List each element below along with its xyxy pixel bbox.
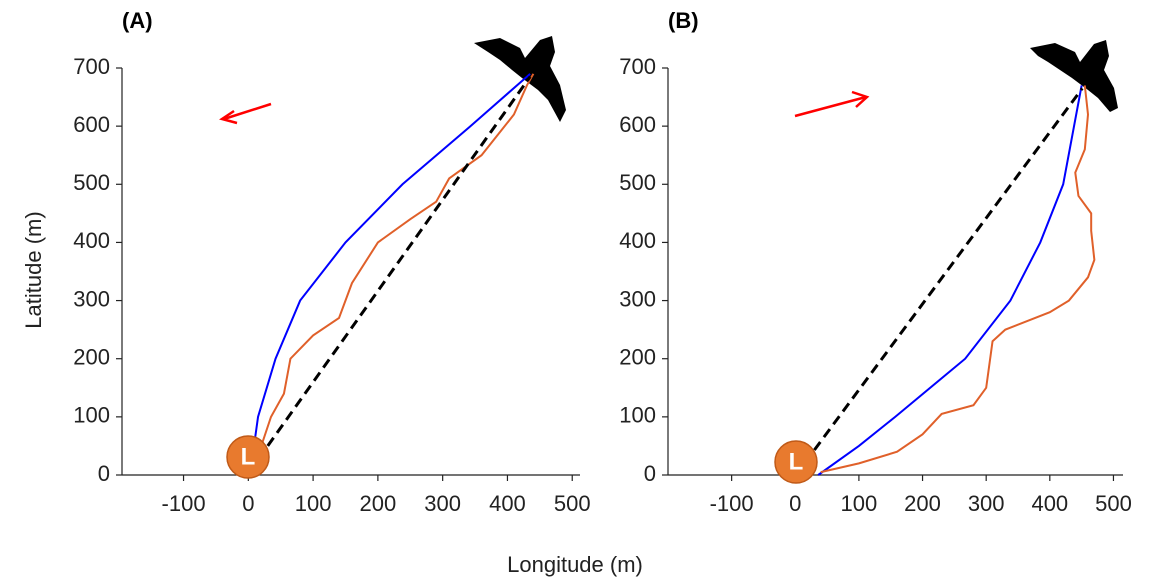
y-tick-label: 400 <box>73 228 110 253</box>
x-tick-label: 300 <box>968 491 1005 516</box>
y-tick-label: 200 <box>619 345 656 370</box>
start-label: L <box>789 448 804 475</box>
wind-arrow <box>794 90 870 118</box>
x-tick-label: 300 <box>424 491 461 516</box>
y-tick-label: 400 <box>619 228 656 253</box>
y-tick-label: 0 <box>644 461 656 486</box>
x-tick-label: 400 <box>1031 491 1068 516</box>
trajectory <box>260 73 535 447</box>
x-tick-label: 0 <box>242 491 254 516</box>
y-tick-label: 700 <box>619 54 656 79</box>
y-tick-label: 600 <box>73 112 110 137</box>
y-tick-label: 500 <box>73 170 110 195</box>
start-marker <box>774 440 818 484</box>
x-tick-label: 400 <box>489 491 526 516</box>
trajectory <box>266 75 532 447</box>
y-tick-label: 100 <box>619 403 656 428</box>
panel-title: (A) <box>122 8 153 33</box>
y-tick-label: 300 <box>73 286 110 311</box>
trajectory <box>820 85 1096 474</box>
x-tick-label: -100 <box>162 491 206 516</box>
panel: (A) -100 0 100 200 300 400 500 0 100 200 300 400 500 6… <box>73 8 590 516</box>
y-tick-label: 700 <box>73 54 110 79</box>
wind-arrow <box>219 102 272 125</box>
y-tick-label: 100 <box>73 403 110 428</box>
panel: (B) -100 0 100 200 300 400 500 0 100 200 300 400 500 6… <box>619 8 1132 516</box>
x-tick-label: 200 <box>904 491 941 516</box>
trajectory <box>817 85 1083 476</box>
y-tick-label: 500 <box>619 170 656 195</box>
x-tick-label: 100 <box>295 491 332 516</box>
trajectory <box>253 73 531 441</box>
x-tick-label: 200 <box>360 491 397 516</box>
trajectory <box>813 87 1084 451</box>
x-tick-label: 0 <box>789 491 801 516</box>
start-label: L <box>241 443 256 470</box>
bird-icon <box>474 36 566 122</box>
y-axis-label: Latitude (m) <box>21 211 46 328</box>
y-tick-label: 200 <box>73 345 110 370</box>
x-axis-label: Longitude (m) <box>507 552 643 577</box>
x-tick-label: 500 <box>554 491 591 516</box>
y-tick-label: 0 <box>98 461 110 486</box>
y-tick-label: 600 <box>619 112 656 137</box>
y-tick-label: 300 <box>619 286 656 311</box>
panel-title: (B) <box>668 8 699 33</box>
x-tick-label: 100 <box>841 491 878 516</box>
x-tick-label: -100 <box>710 491 754 516</box>
start-marker <box>226 435 270 479</box>
bird-icon <box>1030 40 1118 112</box>
x-tick-label: 500 <box>1095 491 1132 516</box>
